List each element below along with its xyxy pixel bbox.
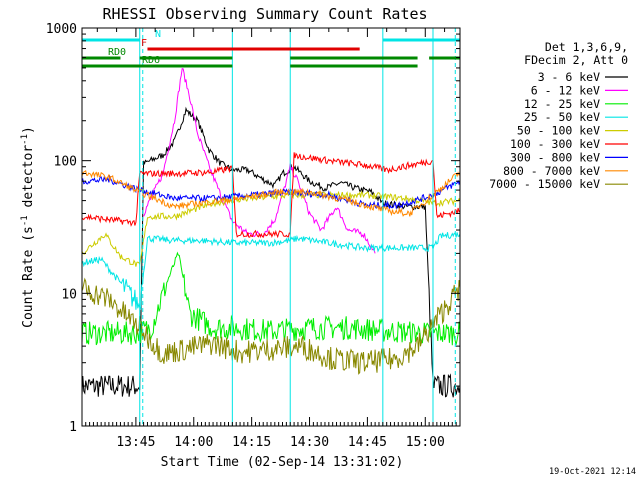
flag-label-2: RD0	[108, 47, 126, 58]
legend-label-8: 7000 - 15000 keV	[489, 177, 600, 191]
legend-label-5: 100 - 300 keV	[510, 137, 600, 151]
series-line-2	[82, 251, 460, 346]
flag-label-1: F	[141, 38, 147, 49]
y-tick-label-0: 1	[69, 420, 77, 435]
x-tick-label-0: 13:45	[116, 435, 155, 450]
flag-bars: NF RD0 RD6	[82, 29, 460, 68]
legend-header-decim: FDecim 2, Att 0	[524, 53, 628, 67]
legend-label-2: 12 - 25 keV	[524, 97, 600, 111]
legend-label-6: 300 - 800 keV	[510, 150, 600, 164]
x-tick-label-5: 15:00	[406, 435, 445, 450]
x-tick-label-4: 14:45	[348, 435, 387, 450]
footer-date: 19-Oct-2021 12:14	[549, 467, 636, 477]
series-line-5	[82, 152, 460, 239]
series-line-1	[143, 67, 376, 254]
legend-header-det: Det 1,3,6,9,	[545, 40, 628, 54]
legend-label-1: 6 - 12 keV	[531, 83, 600, 97]
y-tick-label-2: 100	[54, 155, 77, 170]
chart-title: RHESSI Observing Summary Count Rates	[102, 5, 427, 23]
flag-label-3: RD6	[142, 55, 160, 66]
y-axis-label: Count Rate (s-1 detector-1)	[20, 126, 36, 328]
x-tick-label-3: 14:30	[290, 435, 329, 450]
flag-label-0: N	[155, 29, 161, 40]
x-axis-label: Start Time (02-Sep-14 13:31:02)	[161, 455, 404, 470]
legend-label-0: 3 - 6 keV	[538, 70, 600, 84]
series-line-8	[82, 277, 460, 375]
x-tick-label-2: 14:15	[232, 435, 271, 450]
event-lines	[139, 28, 456, 426]
x-tick-label-1: 14:00	[174, 435, 213, 450]
x-axis-ticks: 13:45 14:00 14:15 14:30 14:45 15:00	[85, 28, 461, 450]
y-axis-ticks: 1 10 100 1000	[46, 22, 460, 435]
series-line-7	[82, 169, 460, 217]
series-line-6	[82, 174, 460, 211]
y-tick-label-3: 1000	[46, 22, 77, 37]
series-layer	[82, 67, 460, 399]
legend-label-3: 25 - 50 keV	[524, 110, 600, 124]
y-tick-label-1: 10	[61, 287, 77, 302]
legend-label-7: 800 - 7000 keV	[503, 164, 600, 178]
legend-label-4: 50 - 100 keV	[517, 124, 600, 138]
series-line-3	[82, 232, 460, 311]
